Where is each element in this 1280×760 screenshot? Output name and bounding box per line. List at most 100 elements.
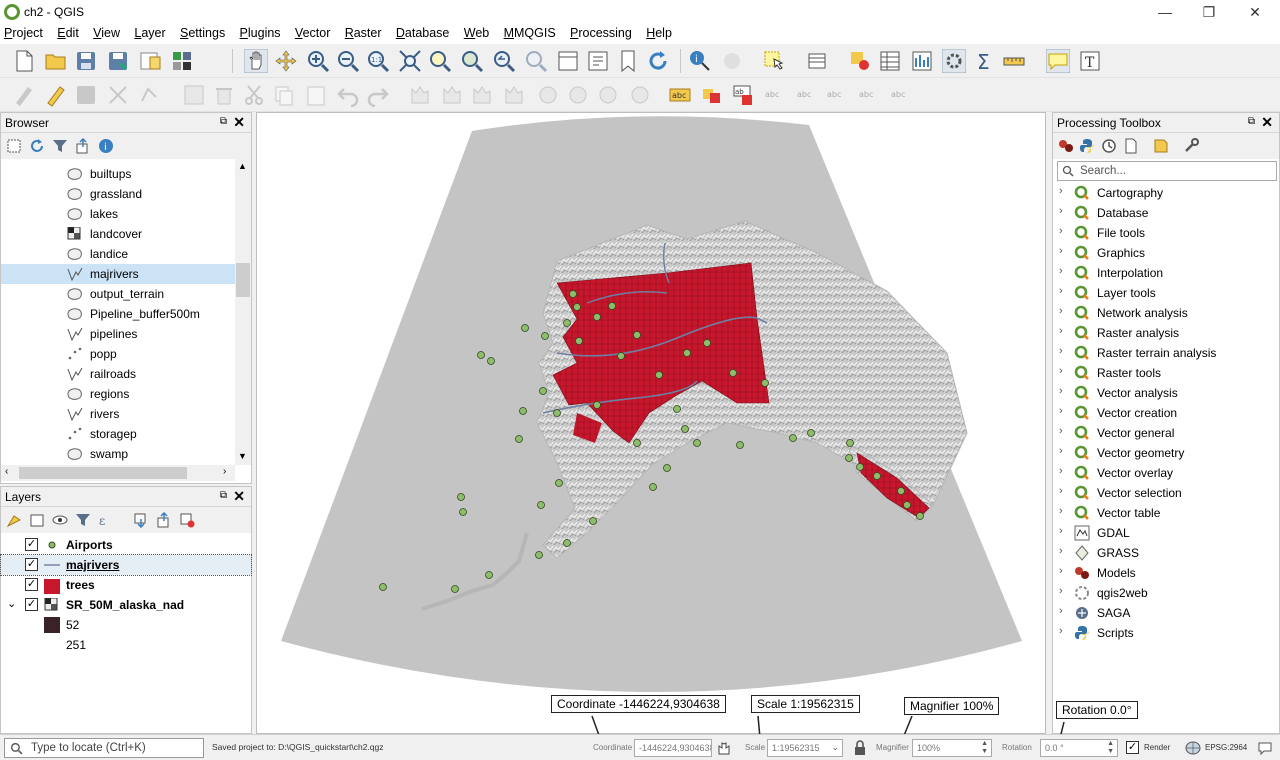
expand-chevron-icon[interactable]: ⌄ [7,598,17,610]
messages-icon[interactable] [1257,740,1273,756]
close-icon[interactable]: ✕ [233,114,245,130]
layer-row[interactable]: ✓ trees [1,575,251,595]
simplify-feature-icon[interactable] [470,83,494,107]
layer-visibility-checkbox[interactable]: ✓ [25,538,38,551]
browser-item[interactable]: regions [1,384,235,404]
current-edits-icon[interactable] [12,83,36,107]
zoom-to-selection-icon[interactable] [428,49,452,73]
filter-icon[interactable] [75,512,91,528]
pan-to-selection-icon[interactable] [274,49,298,73]
toolbox-provider-item[interactable]: › Vector analysis [1053,383,1279,403]
float-icon[interactable]: ⧉ [219,116,227,127]
filter-icon[interactable] [52,138,68,154]
browser-item[interactable]: landcover [1,224,235,244]
browser-item[interactable]: grassland [1,184,235,204]
expand-all-icon[interactable] [133,512,149,528]
browser-item[interactable]: builtups [1,164,235,184]
expand-arrow-icon[interactable]: › [1059,505,1063,517]
coordinate-field[interactable]: -1446224,9304638 [634,739,712,757]
measure-icon[interactable] [1002,49,1026,73]
python-icon[interactable] [1079,138,1095,154]
show-hide-label-icon[interactable]: abc [794,83,818,107]
toggle-extents-icon[interactable] [716,740,732,756]
options-icon[interactable] [1183,138,1199,154]
menu-raster[interactable]: Raster [344,26,382,40]
browser-item[interactable]: rivers [1,404,235,424]
delete-selected-icon[interactable] [212,83,236,107]
new-map-view-icon[interactable] [556,49,580,73]
move-label-icon[interactable]: abc [824,83,848,107]
rotate-label-icon[interactable]: abc [856,83,880,107]
layer-row[interactable]: ⌄ ✓ SR_50M_alaska_nad [1,595,251,615]
browser-item[interactable]: pipelines [1,324,235,344]
menu-edit[interactable]: Edit [57,26,79,40]
scroll-thumb[interactable] [236,263,250,297]
expand-arrow-icon[interactable]: › [1059,545,1063,557]
toolbox-provider-item[interactable]: › Layer tools [1053,283,1279,303]
action-icon[interactable] [720,49,744,73]
expand-arrow-icon[interactable]: › [1059,605,1063,617]
change-label-icon[interactable]: abc [888,83,912,107]
zoom-full-icon[interactable] [398,49,422,73]
sum-icon[interactable]: Σ [972,49,996,73]
close-icon[interactable]: ✕ [233,488,245,504]
copy-features-icon[interactable] [272,83,296,107]
magnifier-spinbox[interactable]: 100% ▲ ▼ [912,739,992,757]
zoom-next-icon[interactable] [524,49,548,73]
expand-arrow-icon[interactable]: › [1059,565,1063,577]
menu-database[interactable]: Database [395,26,450,40]
expand-arrow-icon[interactable]: › [1059,525,1063,537]
locator-input[interactable]: Type to locate (Ctrl+K) [4,738,204,758]
models-icon[interactable] [1058,138,1074,154]
refresh-icon[interactable] [646,49,670,73]
toolbox-provider-item[interactable]: › Cartography [1053,183,1279,203]
browser-item[interactable]: output_terrain [1,284,235,304]
lock-scale-icon[interactable] [853,740,867,756]
browser-hscrollbar[interactable]: ‹ › [1,465,235,481]
bookmark-icon[interactable] [616,49,640,73]
open-attribute-table-icon[interactable] [878,49,902,73]
vertex-tool-icon[interactable] [138,83,162,107]
menu-project[interactable]: Project [4,26,43,40]
menu-vector[interactable]: Vector [294,26,331,40]
minimize-button[interactable]: — [1158,4,1172,20]
menu-view[interactable]: View [93,26,121,40]
toolbox-provider-item[interactable]: › SAGA [1053,603,1279,623]
expand-arrow-icon[interactable]: › [1059,205,1063,217]
pin-label-icon[interactable]: abc [762,83,786,107]
toolbox-provider-item[interactable]: › Scripts [1053,623,1279,643]
browser-item[interactable]: lakes [1,204,235,224]
menu-mmqgis[interactable]: MMQGIS [503,26,556,40]
scale-combobox[interactable]: 1:19562315 ⌄ [767,739,843,757]
close-icon[interactable]: ✕ [1261,114,1273,130]
menu-plugins[interactable]: Plugins [239,26,281,40]
toolbox-provider-item[interactable]: › GDAL [1053,523,1279,543]
toggle-editing-icon[interactable] [44,83,68,107]
expand-arrow-icon[interactable]: › [1059,225,1063,237]
toolbox-provider-item[interactable]: › Interpolation [1053,263,1279,283]
delete-ring-icon[interactable] [596,83,620,107]
layer-row[interactable]: ✓ Airports [1,535,251,555]
advanced-digitize-icon[interactable] [408,83,432,107]
layer-visibility-checkbox[interactable]: ✓ [25,558,38,571]
scroll-thumb[interactable] [19,467,187,479]
paste-features-icon[interactable] [304,83,328,107]
menu-layer[interactable]: Layer [134,26,166,40]
open-project-icon[interactable] [44,49,68,73]
save-project-icon[interactable] [74,49,98,73]
rotate-feature-icon[interactable] [440,83,464,107]
info-icon[interactable]: i [98,138,114,154]
save-edits-icon[interactable] [74,83,98,107]
toolbox-provider-item[interactable]: › Database [1053,203,1279,223]
modify-attributes-icon[interactable] [182,83,206,107]
layout-icon[interactable] [138,49,162,73]
expand-arrow-icon[interactable]: › [1059,305,1063,317]
toolbox-provider-item[interactable]: › Vector general [1053,423,1279,443]
menu-settings[interactable]: Settings [180,26,226,40]
visibility-icon[interactable] [52,512,68,528]
highlight-label-icon[interactable]: ab [732,83,756,107]
statistics-icon[interactable] [910,49,934,73]
delete-part-icon[interactable] [628,83,652,107]
menu-processing[interactable]: Processing [570,26,632,40]
zoom-in-icon[interactable] [306,49,330,73]
